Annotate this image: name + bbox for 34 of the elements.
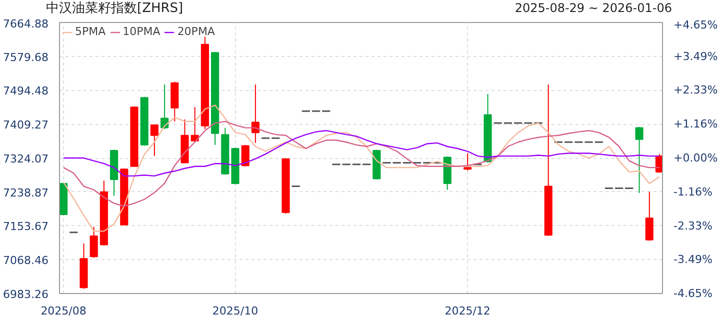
chart-title: 中汉油菜籽指数[ZHRS] [46,0,184,18]
line-series [62,130,660,177]
candlestick [464,152,472,171]
chart-subtitle: 2025-08-29 ~ 2026-01-06 [514,0,672,17]
legend-label: 10PMA [122,25,160,38]
candlestick [90,226,98,258]
candlestick [635,126,644,194]
y-tick-label: 7324.07 [3,152,49,166]
y2-tick-label: -3.49% [674,253,712,266]
y2-tick-label: +2.33% [674,84,718,97]
y2-tick-label: +1.16% [674,118,718,131]
y2-tick-label: +3.49% [674,50,718,63]
candlestick [645,191,654,242]
y2-tick-label: -4.65% [674,287,712,300]
y-tick-label: 7238.87 [3,186,49,200]
y-tick-label: 7664.88 [3,18,49,30]
y-tick-label: 6983.26 [3,288,49,301]
y-tick-label: 7153.67 [3,220,49,234]
line-series [62,120,660,207]
y2-tick-label: +4.65% [674,18,718,32]
y-tick-label: 7068.46 [3,254,49,268]
x-tick-label: 2025/12 [444,304,490,318]
y-tick-label: 7579.68 [3,50,49,64]
candlestick [150,124,158,157]
x-tick-label: 2025/10 [212,304,258,318]
y2-tick-label: -1.16% [674,185,712,198]
y-tick-label: 7494.48 [3,84,49,98]
y-tick-label: 7409.27 [3,118,49,132]
x-tick-label: 2025/08 [40,304,86,318]
line-series [62,104,660,232]
y2-tick-label: +0.00% [674,152,718,164]
y2-tick-label: -2.33% [674,219,712,232]
legend-label: 20PMA [177,25,215,38]
legend-label: 5PMA [75,25,106,38]
